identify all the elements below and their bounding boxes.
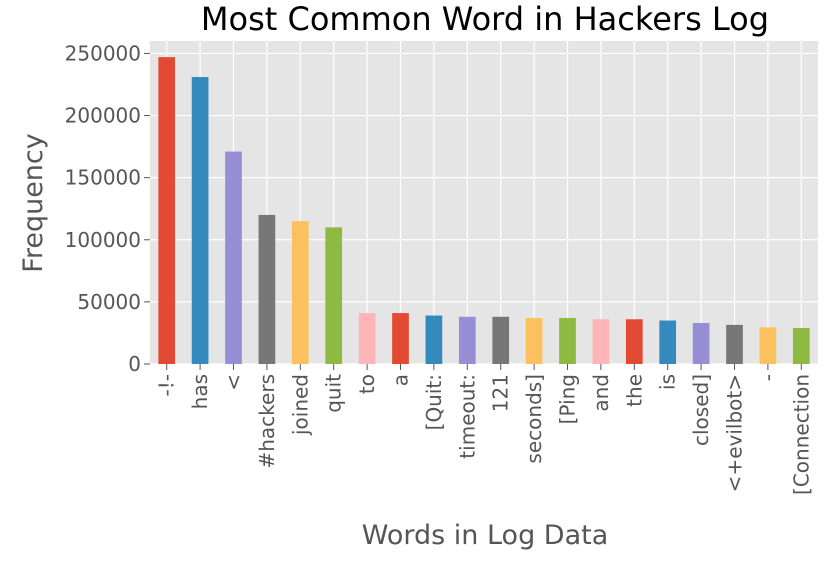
bar	[692, 323, 710, 364]
x-tick-label: a	[389, 374, 413, 386]
bar	[191, 77, 209, 365]
x-tick-label: joined	[288, 374, 312, 436]
x-axis-label: Words in Log Data	[362, 520, 609, 551]
x-tick-label: -!-	[155, 374, 179, 396]
x-tick-label: is	[656, 374, 680, 390]
y-tick-label: 150000	[65, 166, 141, 190]
y-axis-ticks: 0 50000 100000 150000 200000 250000	[65, 41, 150, 376]
x-tick-label: #hackers	[255, 374, 279, 469]
bar	[726, 324, 743, 364]
chart-title: Most Common Word in Hackers Log	[201, 0, 769, 38]
bar	[792, 327, 810, 364]
x-tick-label: <	[222, 374, 246, 391]
x-axis-ticks: -!- has < #hackers joined quit to a [Quit: timeou…	[155, 364, 813, 495]
x-tick-label: has	[188, 374, 212, 409]
x-tick-label: seconds]	[522, 374, 546, 464]
grid-lines	[150, 41, 818, 365]
bar	[492, 316, 510, 364]
bar	[392, 313, 409, 364]
bar	[625, 319, 643, 364]
bars	[158, 57, 810, 365]
x-tick-label: 121	[489, 374, 513, 412]
x-tick-label: -	[756, 374, 780, 381]
x-tick-label: [Quit:	[422, 374, 446, 430]
bar	[158, 57, 176, 365]
x-tick-label: closed]	[689, 374, 713, 446]
x-tick-label: the	[622, 374, 646, 407]
x-tick-label: [Ping	[556, 374, 580, 424]
x-tick-label: <+evilbot>	[723, 374, 747, 492]
bar	[458, 316, 476, 364]
y-tick-label: 100000	[65, 228, 141, 252]
y-axis-label: Frequency	[18, 133, 49, 273]
x-tick-label: to	[355, 374, 379, 394]
bar	[559, 318, 576, 364]
x-tick-label: [Connection	[789, 374, 813, 495]
bar	[759, 327, 777, 364]
bar	[291, 221, 309, 364]
bar	[225, 151, 242, 364]
bar	[525, 318, 543, 364]
bar	[425, 315, 443, 364]
y-tick-label: 250000	[65, 41, 141, 65]
y-tick-label: 50000	[77, 290, 141, 314]
plot-area	[150, 41, 818, 364]
x-tick-label: timeout:	[455, 374, 479, 459]
x-tick-label: quit	[322, 374, 346, 413]
bar	[659, 320, 677, 364]
y-tick-label: 200000	[65, 104, 141, 128]
x-tick-label: and	[589, 374, 613, 412]
y-tick-label: 0	[128, 352, 141, 376]
bar	[592, 319, 610, 364]
bar	[358, 313, 376, 364]
bar	[258, 214, 276, 364]
bar	[325, 227, 343, 364]
